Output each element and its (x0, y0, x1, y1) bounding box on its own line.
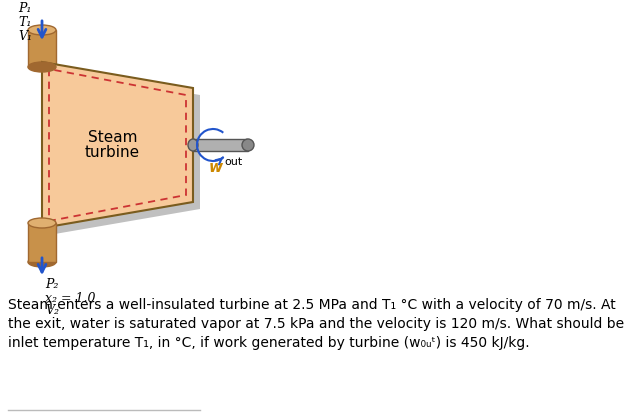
Text: turbine: turbine (85, 145, 140, 159)
Text: x₂ = 1.0: x₂ = 1.0 (45, 291, 95, 304)
Text: w: w (209, 159, 223, 174)
Bar (193, 139, 248, 151)
Text: P₂: P₂ (45, 279, 59, 291)
Text: Steam: Steam (88, 130, 137, 145)
Text: inlet temperature T₁, in °C, if work generated by turbine (w₀ᵤᵗ) is 450 kJ/kg.: inlet temperature T₁, in °C, if work gen… (8, 336, 530, 350)
Polygon shape (42, 62, 193, 228)
Ellipse shape (28, 62, 56, 72)
Text: P₁: P₁ (18, 2, 31, 15)
Bar (28, 223, 56, 262)
Ellipse shape (242, 139, 254, 151)
Polygon shape (49, 69, 200, 235)
Text: V₂: V₂ (45, 304, 59, 317)
Text: Steam enters a well-insulated turbine at 2.5 MPa and T₁ °C with a velocity of 70: Steam enters a well-insulated turbine at… (8, 298, 616, 312)
Ellipse shape (28, 257, 56, 267)
Text: T₁: T₁ (18, 15, 31, 28)
Ellipse shape (28, 218, 56, 228)
Bar (28, 30, 56, 67)
Text: the exit, water is saturated vapor at 7.5 kPa and the velocity is 120 m/s. What : the exit, water is saturated vapor at 7.… (8, 317, 624, 331)
Ellipse shape (188, 139, 198, 151)
Ellipse shape (28, 25, 56, 35)
Text: out: out (224, 157, 242, 167)
Text: V₁: V₁ (18, 30, 32, 43)
